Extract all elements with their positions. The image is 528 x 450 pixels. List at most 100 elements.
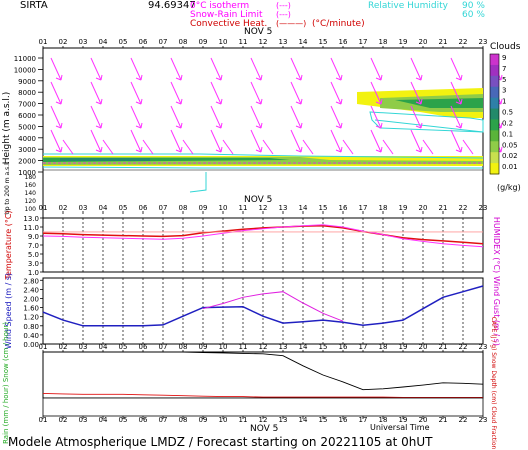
- hour-tick-label: 23: [479, 38, 488, 46]
- wind-arrow-shaft: [210, 81, 222, 105]
- wind-arrow-head: [175, 98, 183, 105]
- hour-tick-label: 21: [439, 204, 448, 212]
- wind-arrow-head: [215, 122, 223, 129]
- wind-arrow-head: [255, 146, 263, 153]
- wind-ylabel: Wind Speed (m / s): [4, 273, 13, 349]
- cloud-ylabel: Height (m a.s.l.): [2, 92, 12, 165]
- hour-tick-label: 09: [199, 416, 208, 424]
- wind-arrow-shaft: [250, 105, 262, 129]
- wind-arrow-head: [455, 74, 463, 81]
- wind-arrow-head: [295, 122, 303, 129]
- hour-tick-label: 06: [139, 38, 148, 46]
- wind-arrow-head: [415, 98, 423, 105]
- wind-arrow-head: [55, 122, 63, 129]
- day-label-mid: NOV 5: [244, 195, 272, 205]
- wind-arrow-shaft: [410, 81, 422, 105]
- hour-tick-label: 18: [379, 343, 388, 351]
- wind-arrow-shaft: [90, 105, 102, 129]
- hour-tick-label: 12: [259, 343, 268, 351]
- temp-ylabel: Temperature (°C): [4, 210, 13, 280]
- hour-tick-label: 05: [119, 38, 128, 46]
- hour-tick-label: 12: [259, 416, 268, 424]
- hour-tick-label: 02: [59, 343, 68, 351]
- wind-arrow-shaft: [410, 105, 422, 129]
- wind-arrow-head: [335, 146, 343, 153]
- height-tick-label: 2000: [18, 158, 36, 166]
- series-line-humidex: [42, 224, 484, 248]
- y-tick-label: 0.00: [23, 341, 39, 349]
- wind-arrow-shaft: [210, 105, 222, 129]
- wind-arrow-head: [175, 146, 183, 153]
- hour-tick-label: 02: [59, 204, 68, 212]
- cloud-height-axis: 11000 10000 9000 8000 7000 6000 5000 4000 3000 20…: [14, 55, 483, 213]
- wind-arrow-shaft: [410, 129, 422, 153]
- y-tick-label: 3.0: [28, 260, 39, 268]
- colorbar-label: 5: [502, 76, 506, 84]
- wind-arrow-shaft: [222, 139, 234, 155]
- cloud-colorbar: 9 7 5 3 1 0.5 0.2 0.1 0.05 0.02 0.01: [489, 53, 518, 175]
- lower-hour-axis: 01 02 03 04 05 06 07 08 09 10 11 12 13 14 15 16 17 18 19 20…: [39, 343, 487, 353]
- hour-tick-label: 10: [219, 38, 228, 46]
- hour-tick-label: 09: [199, 343, 208, 351]
- panel-frame: [42, 351, 484, 399]
- hour-tick-label: 02: [59, 38, 68, 46]
- colorbar-unit: (g/kg): [497, 183, 521, 192]
- wind-arrow-head: [415, 146, 423, 153]
- hour-tick-label: 15: [319, 204, 328, 212]
- y-tick-label: 1.20: [23, 314, 39, 322]
- wind-arrow-head: [415, 122, 423, 129]
- wind-arrow-head: [55, 98, 63, 105]
- station-elevation: 94.69347: [148, 0, 196, 11]
- hour-tick-label: 13: [279, 204, 288, 212]
- y-tick-label: 11.0: [23, 224, 39, 232]
- hour-tick-label: 03: [79, 343, 88, 351]
- wind-arrow-shaft: [330, 105, 342, 129]
- height-tick-label: 3000: [18, 146, 36, 154]
- hour-tick-label: 03: [79, 204, 88, 212]
- hour-tick-label: 14: [299, 204, 308, 212]
- hour-tick-label: 21: [439, 343, 448, 351]
- top-hour-axis: 01 02 03 04 05 06 07 08 09 10 11 12 13 14 15 16 17 18 19 20…: [39, 38, 488, 49]
- height-tick-label: 1000: [18, 169, 36, 177]
- mid-hour-axis: 01 02 03 04 05 06 07 08 09 10 11 12 13 14 15 16 17 18 19 20…: [39, 204, 487, 214]
- hour-tick-label: 16: [339, 38, 348, 46]
- rh-contour-upper-2: [374, 119, 484, 133]
- hour-tick-label: 13: [279, 38, 288, 46]
- wind-arrow-shaft: [302, 139, 314, 155]
- wind-arrow-shaft: [250, 129, 262, 153]
- wind-arrow-shaft: [330, 129, 342, 153]
- low-height-tick-label: 120: [25, 198, 37, 205]
- low-height-tick-label: 160: [25, 182, 37, 189]
- y-tick-label: 9.0: [28, 233, 39, 241]
- wind-arrow-head: [375, 122, 383, 129]
- wind-arrow-head: [455, 146, 463, 153]
- bottom-hour-axis: 01 02 03 04 05 06 07 08 09 10 11 12 13 14 15 16 17 18 19 20…: [39, 416, 488, 424]
- hour-tick-label: 09: [199, 204, 208, 212]
- wind-arrow-head: [455, 122, 463, 129]
- colorbar-swatch: [490, 108, 499, 120]
- wind-arrow-shaft: [170, 105, 182, 129]
- height-tick-label: 11000: [14, 55, 36, 63]
- wind-arrow-shaft: [130, 105, 142, 129]
- hour-tick-label: 08: [179, 204, 188, 212]
- hour-tick-label: 13: [279, 416, 288, 424]
- wind-arrow-shaft: [170, 81, 182, 105]
- wind-arrow-shaft: [450, 57, 462, 81]
- wind-arrow-shaft: [50, 129, 62, 153]
- humidex-ylabel: HUMIDEX (°C): [492, 217, 501, 273]
- height-tick-label: 5000: [18, 123, 36, 131]
- colorbar-label: 0.2: [502, 119, 513, 127]
- hour-tick-label: 23: [479, 416, 488, 424]
- hour-tick-label: 22: [459, 204, 468, 212]
- wind-arrow-shaft: [370, 57, 382, 81]
- series-line-wind-speed: [42, 285, 484, 327]
- wind-arrow-head: [335, 74, 343, 81]
- wind-arrow-head: [335, 98, 343, 105]
- colorbar-swatch: [490, 86, 499, 99]
- hour-tick-label: 12: [259, 38, 268, 46]
- hour-tick-label: 13: [279, 343, 288, 351]
- wind-arrow-shaft: [290, 105, 302, 129]
- hour-tick-label: 14: [299, 416, 308, 424]
- hour-tick-label: 18: [379, 416, 388, 424]
- series-line-cape: [42, 392, 483, 398]
